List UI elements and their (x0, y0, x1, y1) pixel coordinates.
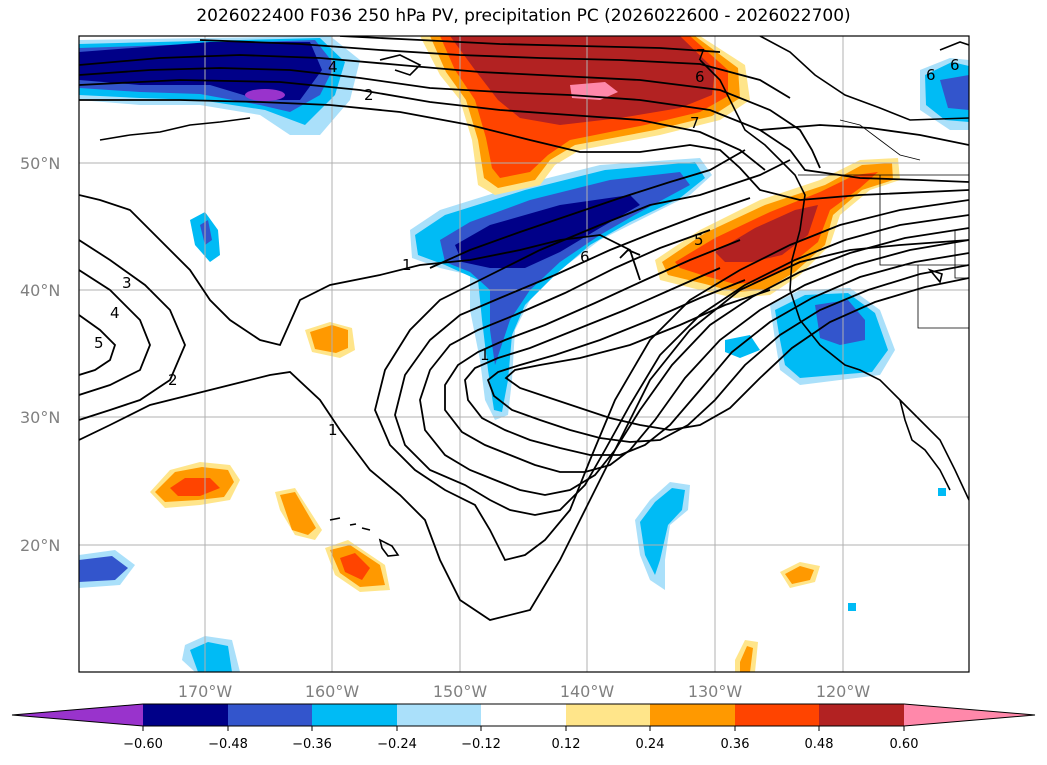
lat-label-50n: 50°N (20, 154, 60, 173)
contour-label: 2 (364, 86, 374, 104)
colorbar-tick-label: −0.12 (461, 737, 501, 752)
contour-label: 6 (580, 248, 590, 266)
colorbar-bin (481, 704, 566, 726)
map-title: 2026022400 F036 250 hPa PV, precipitatio… (196, 6, 851, 26)
colorbar-bin (566, 704, 650, 726)
colorbar-tick-label: 0.48 (805, 737, 834, 752)
latitude-labels: 50°N 40°N 30°N 20°N (20, 154, 60, 555)
contour-label: 2 (168, 371, 178, 389)
contour-label: 6 (950, 56, 960, 74)
contour-label: 1 (480, 346, 490, 364)
contour-label: 3 (122, 274, 132, 292)
longitude-labels: 170°W 160°W 150°W 140°W 130°W 120°W (178, 682, 871, 701)
colorbar-bin (819, 704, 904, 726)
contour-label: 6 (695, 68, 705, 86)
contour-labels: 1 1 1 2 2 3 4 5 4 6 6 7 7 5 6 6 (94, 46, 960, 439)
contour-label: 6 (926, 66, 936, 84)
lon-label-160w: 160°W (305, 682, 360, 701)
colorbar-tick-label: 0.24 (636, 737, 665, 752)
colorbar-extend-low (12, 704, 143, 726)
political-borders (798, 119, 969, 329)
colorbar-bin (228, 704, 312, 726)
colorbar-bin (650, 704, 735, 726)
graticule (79, 36, 969, 672)
pv-contours (79, 36, 969, 621)
colorbar-tick-label: −0.36 (292, 737, 332, 752)
lon-label-140w: 140°W (560, 682, 615, 701)
contour-label: 4 (110, 304, 120, 322)
lat-label-30n: 30°N (20, 408, 60, 427)
contour-label: 1 (402, 256, 412, 274)
lat-label-40n: 40°N (20, 281, 60, 300)
colorbar-bin (143, 704, 228, 726)
colorbar: −0.60 −0.48 −0.36 −0.24 −0.12 0.12 0.24 … (11, 703, 1036, 752)
lat-label-20n: 20°N (20, 536, 60, 555)
contour-label: 1 (328, 421, 338, 439)
colorbar-tick-label: −0.24 (377, 737, 417, 752)
contour-label: 7 (696, 46, 706, 64)
coastlines (99, 36, 969, 557)
colorbar-bin (397, 704, 481, 726)
negative-precip-anomalies (79, 36, 969, 672)
contour-label: 5 (694, 231, 704, 249)
lon-label-170w: 170°W (178, 682, 233, 701)
lon-label-120w: 120°W (816, 682, 871, 701)
colorbar-bin (735, 704, 819, 726)
contour-label: 4 (328, 58, 338, 76)
colorbar-tick-label: 0.60 (890, 737, 919, 752)
lon-label-150w: 150°W (433, 682, 488, 701)
lon-label-130w: 130°W (688, 682, 743, 701)
colorbar-extend-high (904, 704, 1035, 726)
contour-label: 7 (690, 114, 700, 132)
colorbar-tick-label: −0.60 (123, 737, 163, 752)
colorbar-tick-label: 0.36 (721, 737, 750, 752)
colorbar-tick-label: 0.12 (552, 737, 581, 752)
colorbar-tick-label: −0.48 (208, 737, 248, 752)
map-frame (78, 35, 970, 673)
colorbar-bin (312, 704, 397, 726)
contour-label: 5 (94, 334, 104, 352)
